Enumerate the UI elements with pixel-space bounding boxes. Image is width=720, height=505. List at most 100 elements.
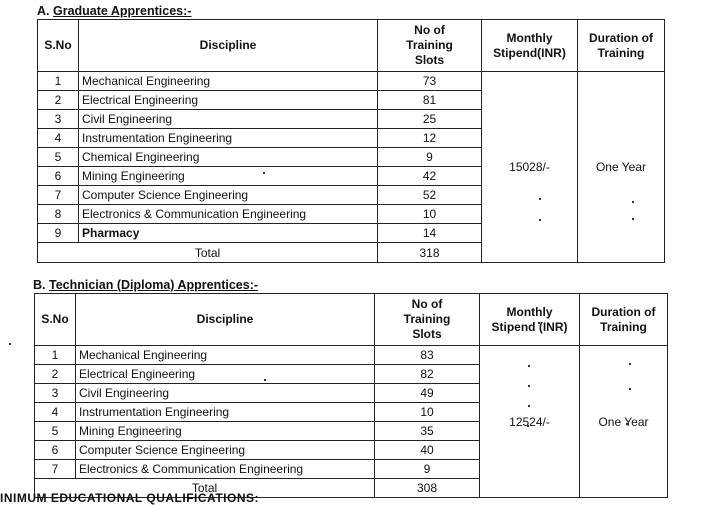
row-discipline: Electronics & Communication Engineering: [78, 204, 378, 224]
row-training-slots: 10: [374, 402, 480, 422]
scan-speck: [263, 172, 265, 174]
table-row: 1 Mechanical Engineering 73 15028/- One Year: [37, 71, 665, 263]
row-discipline: Computer Science Engineering: [78, 185, 378, 205]
table-row: 2 Electrical Engineering 81: [37, 90, 665, 110]
row-discipline: Civil Engineering: [78, 109, 378, 129]
scan-speck: [528, 365, 530, 367]
header-training-slots: No of Training Slots: [374, 293, 480, 346]
header-monthly-stipend: Monthly Stipend(INR): [481, 19, 578, 72]
table-row: 7 Computer Science Engineering 52: [37, 185, 665, 205]
scan-speck: [528, 385, 530, 387]
row-discipline: Electronics & Communication Engineering: [75, 459, 375, 479]
row-training-slots: 12: [377, 128, 482, 148]
section-a-prefix: A.: [37, 4, 53, 18]
scan-speck: [539, 198, 541, 200]
minimum-qualifications-heading: INIMUM EDUCATIONAL QUALIFICATIONS:: [0, 491, 259, 505]
row-sno: 1: [37, 71, 79, 91]
row-training-slots: 42: [377, 166, 482, 186]
scan-speck: [632, 218, 634, 220]
header-discipline: Discipline: [78, 19, 378, 72]
row-sno: 5: [34, 421, 76, 441]
row-sno: 4: [34, 402, 76, 422]
header-duration: Duration of Training: [579, 293, 668, 346]
row-training-slots: 9: [374, 459, 480, 479]
row-sno: 6: [34, 440, 76, 460]
row-training-slots: 73: [377, 71, 482, 91]
section-a-heading: Graduate Apprentices:-: [52, 4, 192, 18]
section-a-title: A. Graduate Apprentices:-: [37, 4, 191, 18]
row-training-slots: 9: [377, 147, 482, 167]
header-monthly-stipend: Monthly Stipend (INR): [479, 293, 580, 346]
row-training-slots: 83: [374, 345, 480, 365]
duration-value: One Year: [579, 345, 668, 498]
row-sno: 1: [34, 345, 76, 365]
row-training-slots: 40: [374, 440, 480, 460]
row-sno: 2: [34, 364, 76, 384]
scan-speck: [528, 405, 530, 407]
row-sno: 7: [37, 185, 79, 205]
row-sno: 7: [34, 459, 76, 479]
row-discipline: Electrical Engineering: [75, 364, 375, 384]
total-row: Total 308: [34, 478, 668, 498]
scan-speck: [629, 388, 631, 390]
row-sno: 9: [37, 223, 79, 243]
row-discipline: Mining Engineering: [75, 421, 375, 441]
table-row: 7 Electronics & Communication Engineering…: [34, 459, 668, 479]
header-duration: Duration of Training: [577, 19, 665, 72]
header-training-slots: No of Training Slots: [377, 19, 482, 72]
table-row: 3 Civil Engineering 49: [34, 383, 668, 403]
row-training-slots: 35: [374, 421, 480, 441]
section-b-title: B. Technician (Diploma) Apprentices:-: [33, 278, 258, 292]
row-training-slots: 81: [377, 90, 482, 110]
table-row: 6 Mining Engineering 42: [37, 166, 665, 186]
row-discipline: Mechanical Engineering: [78, 71, 378, 91]
row-training-slots: 14: [377, 223, 482, 243]
total-row: Total 318: [37, 242, 665, 263]
header-sno: S.No: [37, 19, 79, 72]
scan-speck: [9, 343, 11, 345]
scan-speck: [626, 423, 628, 425]
section-b-heading: Technician (Diploma) Apprentices:-: [48, 278, 259, 292]
row-training-slots: 25: [377, 109, 482, 129]
row-discipline: Computer Science Engineering: [75, 440, 375, 460]
row-discipline: Chemical Engineering: [78, 147, 378, 167]
stipend-value: 12524/-: [479, 345, 580, 498]
row-discipline: Pharmacy: [78, 223, 378, 243]
row-sno: 2: [37, 90, 79, 110]
section-b-prefix: B.: [33, 278, 49, 292]
row-training-slots: 49: [374, 383, 480, 403]
total-label: Total: [34, 478, 375, 498]
total-value: 318: [377, 242, 482, 263]
row-sno: 5: [37, 147, 79, 167]
row-sno: 3: [37, 109, 79, 129]
row-training-slots: 10: [377, 204, 482, 224]
scan-speck: [538, 322, 540, 324]
stipend-value: 15028/-: [481, 71, 578, 263]
graduate-apprentices-table: S.No Discipline No of Training Slots Mon…: [37, 19, 665, 263]
scan-speck: [539, 219, 541, 221]
table-row: 1 Mechanical Engineering 83 12524/- One Year: [34, 345, 668, 498]
row-sno: 6: [37, 166, 79, 186]
row-discipline: Mechanical Engineering: [75, 345, 375, 365]
header-discipline: Discipline: [75, 293, 375, 346]
table-row: 6 Computer Science Engineering 40: [34, 440, 668, 460]
technician-apprentices-table: S.No Discipline No of Training Slots Mon…: [34, 293, 668, 498]
table-row: 9 Pharmacy 14: [37, 223, 665, 243]
row-sno: 8: [37, 204, 79, 224]
row-sno: 3: [34, 383, 76, 403]
scan-speck: [527, 425, 529, 427]
header-sno: S.No: [34, 293, 76, 346]
row-training-slots: 82: [374, 364, 480, 384]
row-discipline: Electrical Engineering: [78, 90, 378, 110]
row-discipline: Civil Engineering: [75, 383, 375, 403]
row-discipline: Instrumentation Engineering: [75, 402, 375, 422]
duration-value: One Year: [577, 71, 665, 263]
row-discipline: Mining Engineering: [78, 166, 378, 186]
row-discipline: Instrumentation Engineering: [78, 128, 378, 148]
row-sno: 4: [37, 128, 79, 148]
row-training-slots: 52: [377, 185, 482, 205]
scan-speck: [632, 201, 634, 203]
scan-speck: [629, 363, 631, 365]
total-value: 308: [374, 478, 480, 498]
scan-speck: [264, 379, 266, 381]
